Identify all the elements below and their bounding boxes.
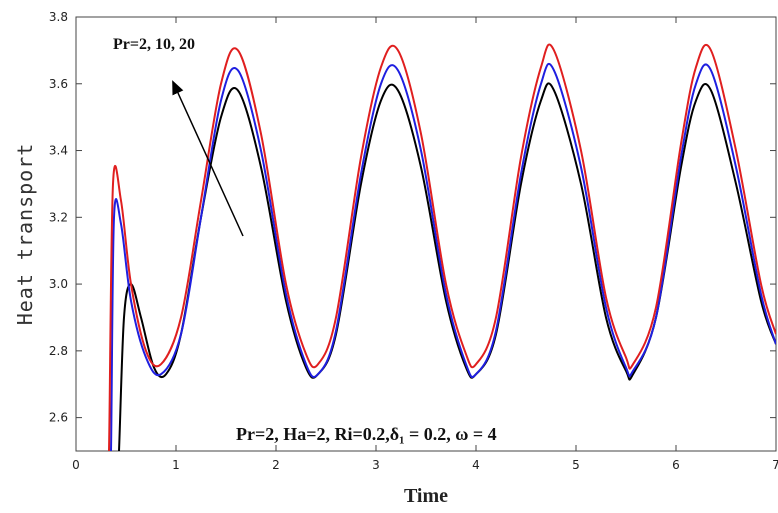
- x-tick-label: 5: [572, 458, 580, 472]
- x-tick-label: 0: [72, 458, 80, 472]
- trend-arrow: [172, 80, 244, 237]
- x-tick-label: 1: [172, 458, 180, 472]
- params-annotation: Pr=2, Ha=2, Ri=0.2,δ₁ = 0.2, ω = 4: [236, 424, 497, 444]
- y-tick-label: 3.0: [49, 277, 68, 291]
- x-tick-label: 2: [272, 458, 280, 472]
- plot-frame: [75, 16, 777, 452]
- y-axis-label: Heat transport: [13, 143, 37, 326]
- y-tick-label: 2.6: [49, 411, 68, 425]
- x-tick-label: 3: [372, 458, 380, 472]
- series-line-2: [107, 43, 776, 451]
- x-axis-label: Time: [404, 485, 448, 507]
- arrow-annotation: Pr=2, 10, 20: [113, 36, 195, 53]
- y-tick-label: 3.2: [49, 210, 68, 224]
- y-tick-label: 3.6: [49, 77, 68, 91]
- x-tick-label: 6: [672, 458, 680, 472]
- x-tick-label: 4: [472, 458, 480, 472]
- y-tick-label: 3.8: [49, 10, 68, 24]
- axis-ticks: 0 1 2 3 4 5 6 7 2.6 2.8 3.0 3.2 3.4 3.6 3.8: [49, 10, 778, 472]
- series-lines: [107, 43, 776, 451]
- x-tick-label: 7: [772, 458, 778, 472]
- series-line-1: [109, 62, 776, 451]
- y-tick-label: 2.8: [49, 344, 68, 358]
- y-tick-label: 3.4: [49, 144, 68, 158]
